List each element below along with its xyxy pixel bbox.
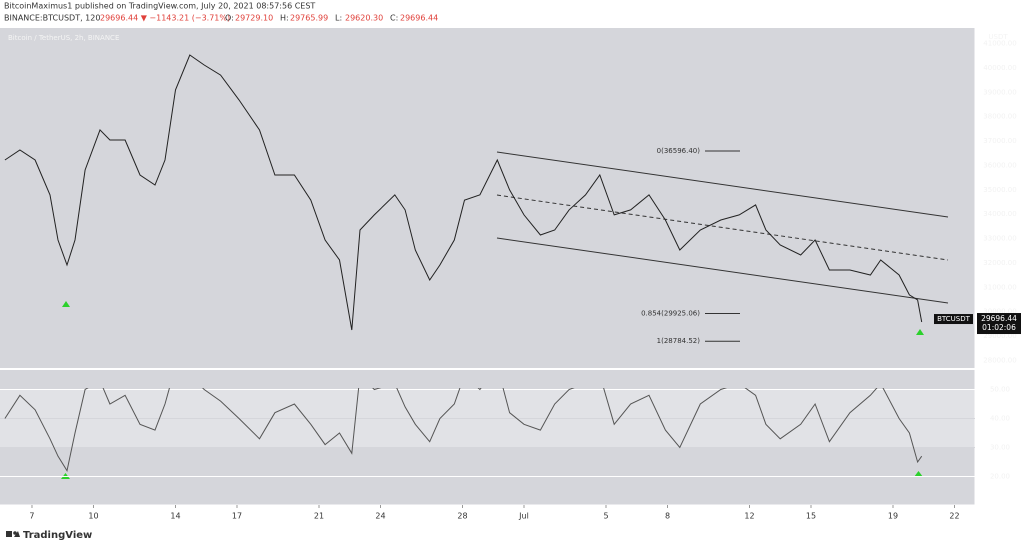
- y2-tick-label: 20.00: [990, 473, 1010, 481]
- ohlc-value: 29696.44: [400, 14, 438, 23]
- signal-arrow: [61, 473, 70, 479]
- x-tick-label: 5: [603, 512, 608, 521]
- x-tick-label: 12: [744, 512, 754, 521]
- x-tick-label: 15: [806, 512, 816, 521]
- fib-label: 1(28784.52): [657, 337, 701, 345]
- countdown: 01:02:06: [982, 323, 1016, 332]
- series-group: [4, 388, 923, 473]
- y-tick-label: 33000.00: [983, 235, 1016, 243]
- x-tick-label: 21: [314, 512, 324, 521]
- price-tag: 29696.44: [981, 314, 1017, 323]
- y-tick-label: 37000.00: [983, 137, 1016, 145]
- logo: TradingView: [6, 530, 92, 541]
- channel-upper: [496, 151, 949, 218]
- brand: TradingView: [23, 530, 92, 541]
- signal-arrow: [62, 301, 70, 307]
- x-tick-label: 17: [232, 512, 242, 521]
- signal-arrow: [916, 329, 924, 335]
- price-pane: [0, 28, 975, 368]
- x-tick-label: 14: [170, 512, 180, 521]
- series-group: [4, 54, 923, 331]
- ohlc-label: O:: [225, 14, 234, 23]
- y2-tick-label: 30.00: [990, 444, 1010, 452]
- y-tick-label: 38000.00: [983, 113, 1016, 121]
- y-tick-label: 39000.00: [983, 88, 1016, 96]
- x-tick-label: 10: [88, 512, 98, 521]
- x-tick-label: 24: [375, 512, 385, 521]
- y-tick-label: 28000.00: [983, 356, 1016, 364]
- x-tick-label: 19: [888, 512, 898, 521]
- series-line: [4, 388, 923, 473]
- y-tick-label: 34000.00: [983, 210, 1016, 218]
- price-tag-symbol-bg: [934, 314, 973, 325]
- ohlc-label: C:: [390, 14, 398, 23]
- y2-tick-label: 40.00: [990, 414, 1010, 422]
- ohlc-label: H:: [280, 14, 289, 23]
- y-tick-label: 32000.00: [983, 259, 1016, 267]
- y-tick-label: 36000.00: [983, 161, 1016, 169]
- y-tick-label: 41000.00: [983, 40, 1016, 48]
- x-tick-label: 8: [665, 512, 670, 521]
- y-tick-label: 30000.00: [983, 308, 1016, 316]
- symbol: BINANCE:BTCUSDT, 120: [4, 14, 100, 23]
- x-tick-label: Jul: [518, 512, 529, 521]
- y-tick-label: 40000.00: [983, 64, 1016, 72]
- fib-label: 0.854(29925.06): [641, 309, 700, 317]
- x-tick-label: 22: [949, 512, 959, 521]
- published: BitcoinMaximus1 published on TradingView…: [4, 2, 315, 11]
- change: 29696.44 ▼ −1143.21 (−3.71%): [100, 14, 230, 23]
- x-tick-label: 7: [29, 512, 34, 521]
- fib-label: 0(36596.40): [657, 147, 701, 155]
- y-tick-label: 29000.00: [983, 332, 1016, 340]
- ohlc-value: 29729.10: [235, 14, 273, 23]
- channel-lower: [496, 237, 949, 304]
- drawings: [62, 151, 949, 335]
- price-tag-symbol: BTCUSDT: [937, 315, 971, 323]
- price-tag-bg: [977, 313, 1021, 335]
- signal-arrow: [914, 471, 923, 477]
- y-tick-label: 31000.00: [983, 283, 1016, 291]
- channel-mid: [496, 194, 949, 261]
- ohlc: O: 29729.10 H: 29765.99 L: 29620.30 C: 29696.44: [225, 14, 438, 23]
- ohlc-value: 29620.30: [345, 14, 383, 23]
- y2-tick-label: 50.00: [990, 385, 1010, 393]
- ohlc-value: 29765.99: [290, 14, 328, 23]
- y-tick-label: 35000.00: [983, 186, 1016, 194]
- series-line: [4, 54, 923, 331]
- y-unit: USDT: [988, 33, 1008, 41]
- x-tick-label: 28: [457, 512, 467, 521]
- ohlc-label: L:: [335, 14, 342, 23]
- legend: Bitcoin / TetherUS, 2h, BINANCE: [8, 34, 119, 42]
